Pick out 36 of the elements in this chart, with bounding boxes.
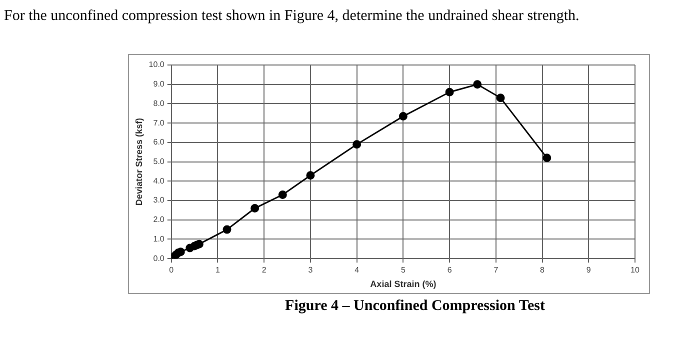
y-tick-label: 6.0 bbox=[153, 138, 165, 147]
point bbox=[250, 204, 260, 213]
text: Figure 4 – Unconfined Compression Test bbox=[284, 298, 546, 315]
y-tick-label: 1.0 bbox=[153, 234, 165, 244]
x-tick-label: 6 bbox=[447, 266, 452, 275]
y-axis-title: Deviator Stress (ksf) bbox=[134, 118, 144, 206]
x-tick-label: 9 bbox=[586, 266, 592, 275]
x-tick-label: 8 bbox=[540, 266, 546, 275]
x-axis-title: Axial Strain (%) bbox=[370, 279, 436, 290]
point bbox=[542, 154, 552, 162]
y-tick-label: 5.0 bbox=[153, 157, 165, 166]
y-tick-label: 0.0 bbox=[153, 254, 165, 263]
point bbox=[473, 80, 482, 89]
y-tick-label: 4.0 bbox=[153, 176, 165, 186]
y-tick-label: 7.0 bbox=[153, 118, 165, 128]
x-tick-label: 2 bbox=[262, 266, 267, 275]
x-tick-label: 4 bbox=[354, 266, 360, 275]
point bbox=[306, 171, 315, 180]
x-tick-label: 1 bbox=[216, 266, 221, 275]
x-tick-label: 7 bbox=[494, 266, 499, 275]
y-tick-label: 10.0 bbox=[148, 60, 165, 70]
point bbox=[496, 94, 505, 102]
point bbox=[278, 190, 287, 199]
x-tick-label: 10 bbox=[630, 266, 640, 275]
point bbox=[222, 225, 232, 234]
y-tick-label: 3.0 bbox=[153, 196, 165, 205]
y-tick-label: 2.0 bbox=[153, 215, 165, 224]
y-tick-label: 8.0 bbox=[153, 98, 165, 108]
y-tick-label: 9.0 bbox=[153, 80, 165, 89]
point bbox=[398, 112, 408, 121]
x-tick-label: 5 bbox=[400, 266, 406, 275]
x-tick-label: 3 bbox=[308, 266, 314, 275]
point bbox=[445, 88, 454, 96]
text: For the unconfined compression test shown in Figure 4, determine the undrained shear strength. bbox=[4, 8, 580, 25]
x-tick-label: 0 bbox=[169, 266, 174, 275]
point bbox=[352, 140, 362, 149]
